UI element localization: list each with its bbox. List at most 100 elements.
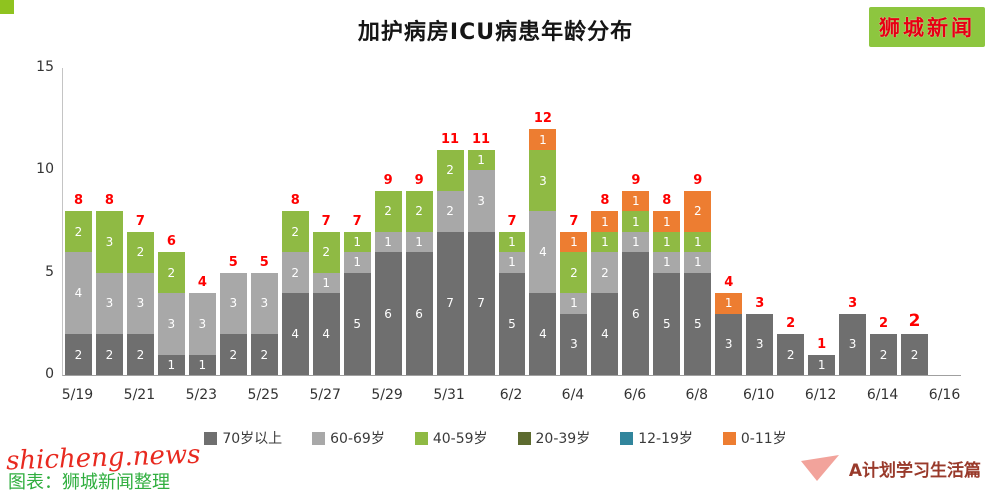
bar-segment: 1 xyxy=(653,252,681,273)
segment-value-label: 1 xyxy=(724,296,733,311)
bar-segment: 2 xyxy=(95,334,123,375)
bar-total-label: 8 xyxy=(662,193,672,209)
segment-value-label: 3 xyxy=(570,337,578,352)
bar-total-label: 1 xyxy=(817,336,827,352)
segment-value-label: 2 xyxy=(446,163,454,178)
x-tick-label: 5/21 xyxy=(123,387,156,403)
segment-value-label: 5 xyxy=(663,316,671,331)
source-caption: 图表：狮城新闻整理 xyxy=(8,472,170,493)
bar-segment: 2 xyxy=(870,334,898,375)
segment-value-label: 2 xyxy=(384,204,392,219)
legend-label: 60-69岁 xyxy=(330,431,385,447)
x-tick-label: 5/19 xyxy=(61,387,94,403)
bar-total-label: 12 xyxy=(533,111,552,127)
bar-segment: 1 xyxy=(343,231,371,253)
bar-segment: 3 xyxy=(95,272,123,335)
bar-segment: 2 xyxy=(312,231,340,273)
bar-segment: 2 xyxy=(591,252,619,294)
segment-value-label: 1 xyxy=(353,255,361,270)
bar-segment: 5 xyxy=(343,272,371,375)
x-tick-label: 5/31 xyxy=(433,387,465,403)
bar-segment: 2 xyxy=(65,211,92,253)
x-tick-label: 6/16 xyxy=(928,387,961,403)
bar-total-label: 9 xyxy=(693,172,703,188)
x-tick-label: 5/25 xyxy=(247,387,279,403)
segment-value-label: 7 xyxy=(477,296,485,311)
x-tick-label: 6/10 xyxy=(742,387,775,403)
legend-item: 0-11岁 xyxy=(722,428,787,448)
bar-total-label: 2 xyxy=(908,311,921,332)
watermark-text: shicheng.news xyxy=(5,439,201,477)
segment-value-label: 2 xyxy=(74,224,83,239)
legend: 70岁以上 60-69岁 40-59岁 20-39岁 12-19岁 0-11岁 xyxy=(0,428,991,448)
bar-segment: 2 xyxy=(250,334,278,375)
bar-segment: 1 xyxy=(188,354,216,375)
segment-value-label: 2 xyxy=(291,265,300,280)
bar-segment: 2 xyxy=(219,334,247,375)
segment-value-label: 1 xyxy=(693,255,702,270)
bar-segment: 3 xyxy=(157,293,185,355)
bar-segment: 2 xyxy=(126,334,154,375)
x-tick-label: 6/12 xyxy=(804,387,837,403)
bar-segment: 1 xyxy=(653,211,681,232)
bar-segment: 3 xyxy=(95,211,123,273)
bar-segment: 4 xyxy=(281,293,309,375)
legend-label: 70岁以上 xyxy=(222,431,283,447)
segment-value-label: 2 xyxy=(415,204,423,219)
bar-segment: 3 xyxy=(467,170,495,232)
bar-segment: 3 xyxy=(529,149,557,212)
bar-total-label: 11 xyxy=(441,131,460,147)
x-tick-label: 5/23 xyxy=(185,387,218,403)
bar-segment: 4 xyxy=(529,293,557,375)
segment-value-label: 1 xyxy=(353,234,361,249)
segment-value-label: 1 xyxy=(508,234,516,249)
bar-segment: 6 xyxy=(405,252,433,375)
segment-value-label: 4 xyxy=(601,327,609,342)
segment-value-label: 1 xyxy=(693,234,702,249)
segment-value-label: 3 xyxy=(477,194,485,209)
segment-value-label: 2 xyxy=(229,347,238,362)
segment-value-label: 1 xyxy=(198,357,207,372)
segment-value-label: 2 xyxy=(322,245,331,260)
bar-segment: 1 xyxy=(622,231,650,253)
x-tick-label: 5/27 xyxy=(309,387,341,403)
bar-segment: 1 xyxy=(157,354,185,375)
legend-item: 40-59岁 xyxy=(414,428,488,448)
bar-segment: 1 xyxy=(405,231,433,253)
segment-value-label: 1 xyxy=(508,255,516,270)
bar-segment: 2 xyxy=(436,149,464,191)
segment-value-label: 1 xyxy=(570,234,578,249)
legend-label: 12-19岁 xyxy=(638,431,693,447)
bar-segment: 3 xyxy=(746,313,774,375)
bar-total-label: 5 xyxy=(259,254,269,270)
segment-value-label: 1 xyxy=(167,357,176,372)
segment-value-label: 5 xyxy=(508,316,516,331)
segment-value-label: 3 xyxy=(136,296,145,311)
segment-value-label: 1 xyxy=(539,132,547,147)
segment-value-label: 3 xyxy=(539,173,547,188)
bar-total-label: 9 xyxy=(383,172,393,188)
bar-segment: 1 xyxy=(312,272,340,294)
bar-segment: 2 xyxy=(901,334,929,375)
bar-segment: 1 xyxy=(653,231,681,253)
bar-segment: 3 xyxy=(560,313,588,375)
bar-segment: 2 xyxy=(157,252,185,294)
bar-segment: 1 xyxy=(622,190,650,212)
bar-total-label: 7 xyxy=(569,213,579,229)
segment-value-label: 1 xyxy=(601,234,609,249)
segment-value-label: 3 xyxy=(105,296,114,311)
x-tick-label: 5/29 xyxy=(371,387,403,403)
segment-value-label: 2 xyxy=(570,265,578,280)
bar-total-label: 4 xyxy=(197,275,207,291)
bar-total-label: 8 xyxy=(73,193,83,209)
bar-total-label: 7 xyxy=(135,213,145,229)
y-tick-label: 5 xyxy=(45,263,54,280)
bar-segment: 7 xyxy=(436,231,464,375)
pink-flag-icon xyxy=(800,455,839,481)
bar-total-label: 8 xyxy=(104,193,114,209)
bar-total-label: 2 xyxy=(879,316,889,332)
bar-segment: 1 xyxy=(560,231,588,253)
segment-value-label: 1 xyxy=(570,296,578,311)
segment-value-label: 2 xyxy=(291,224,300,239)
segment-value-label: 2 xyxy=(136,347,145,362)
